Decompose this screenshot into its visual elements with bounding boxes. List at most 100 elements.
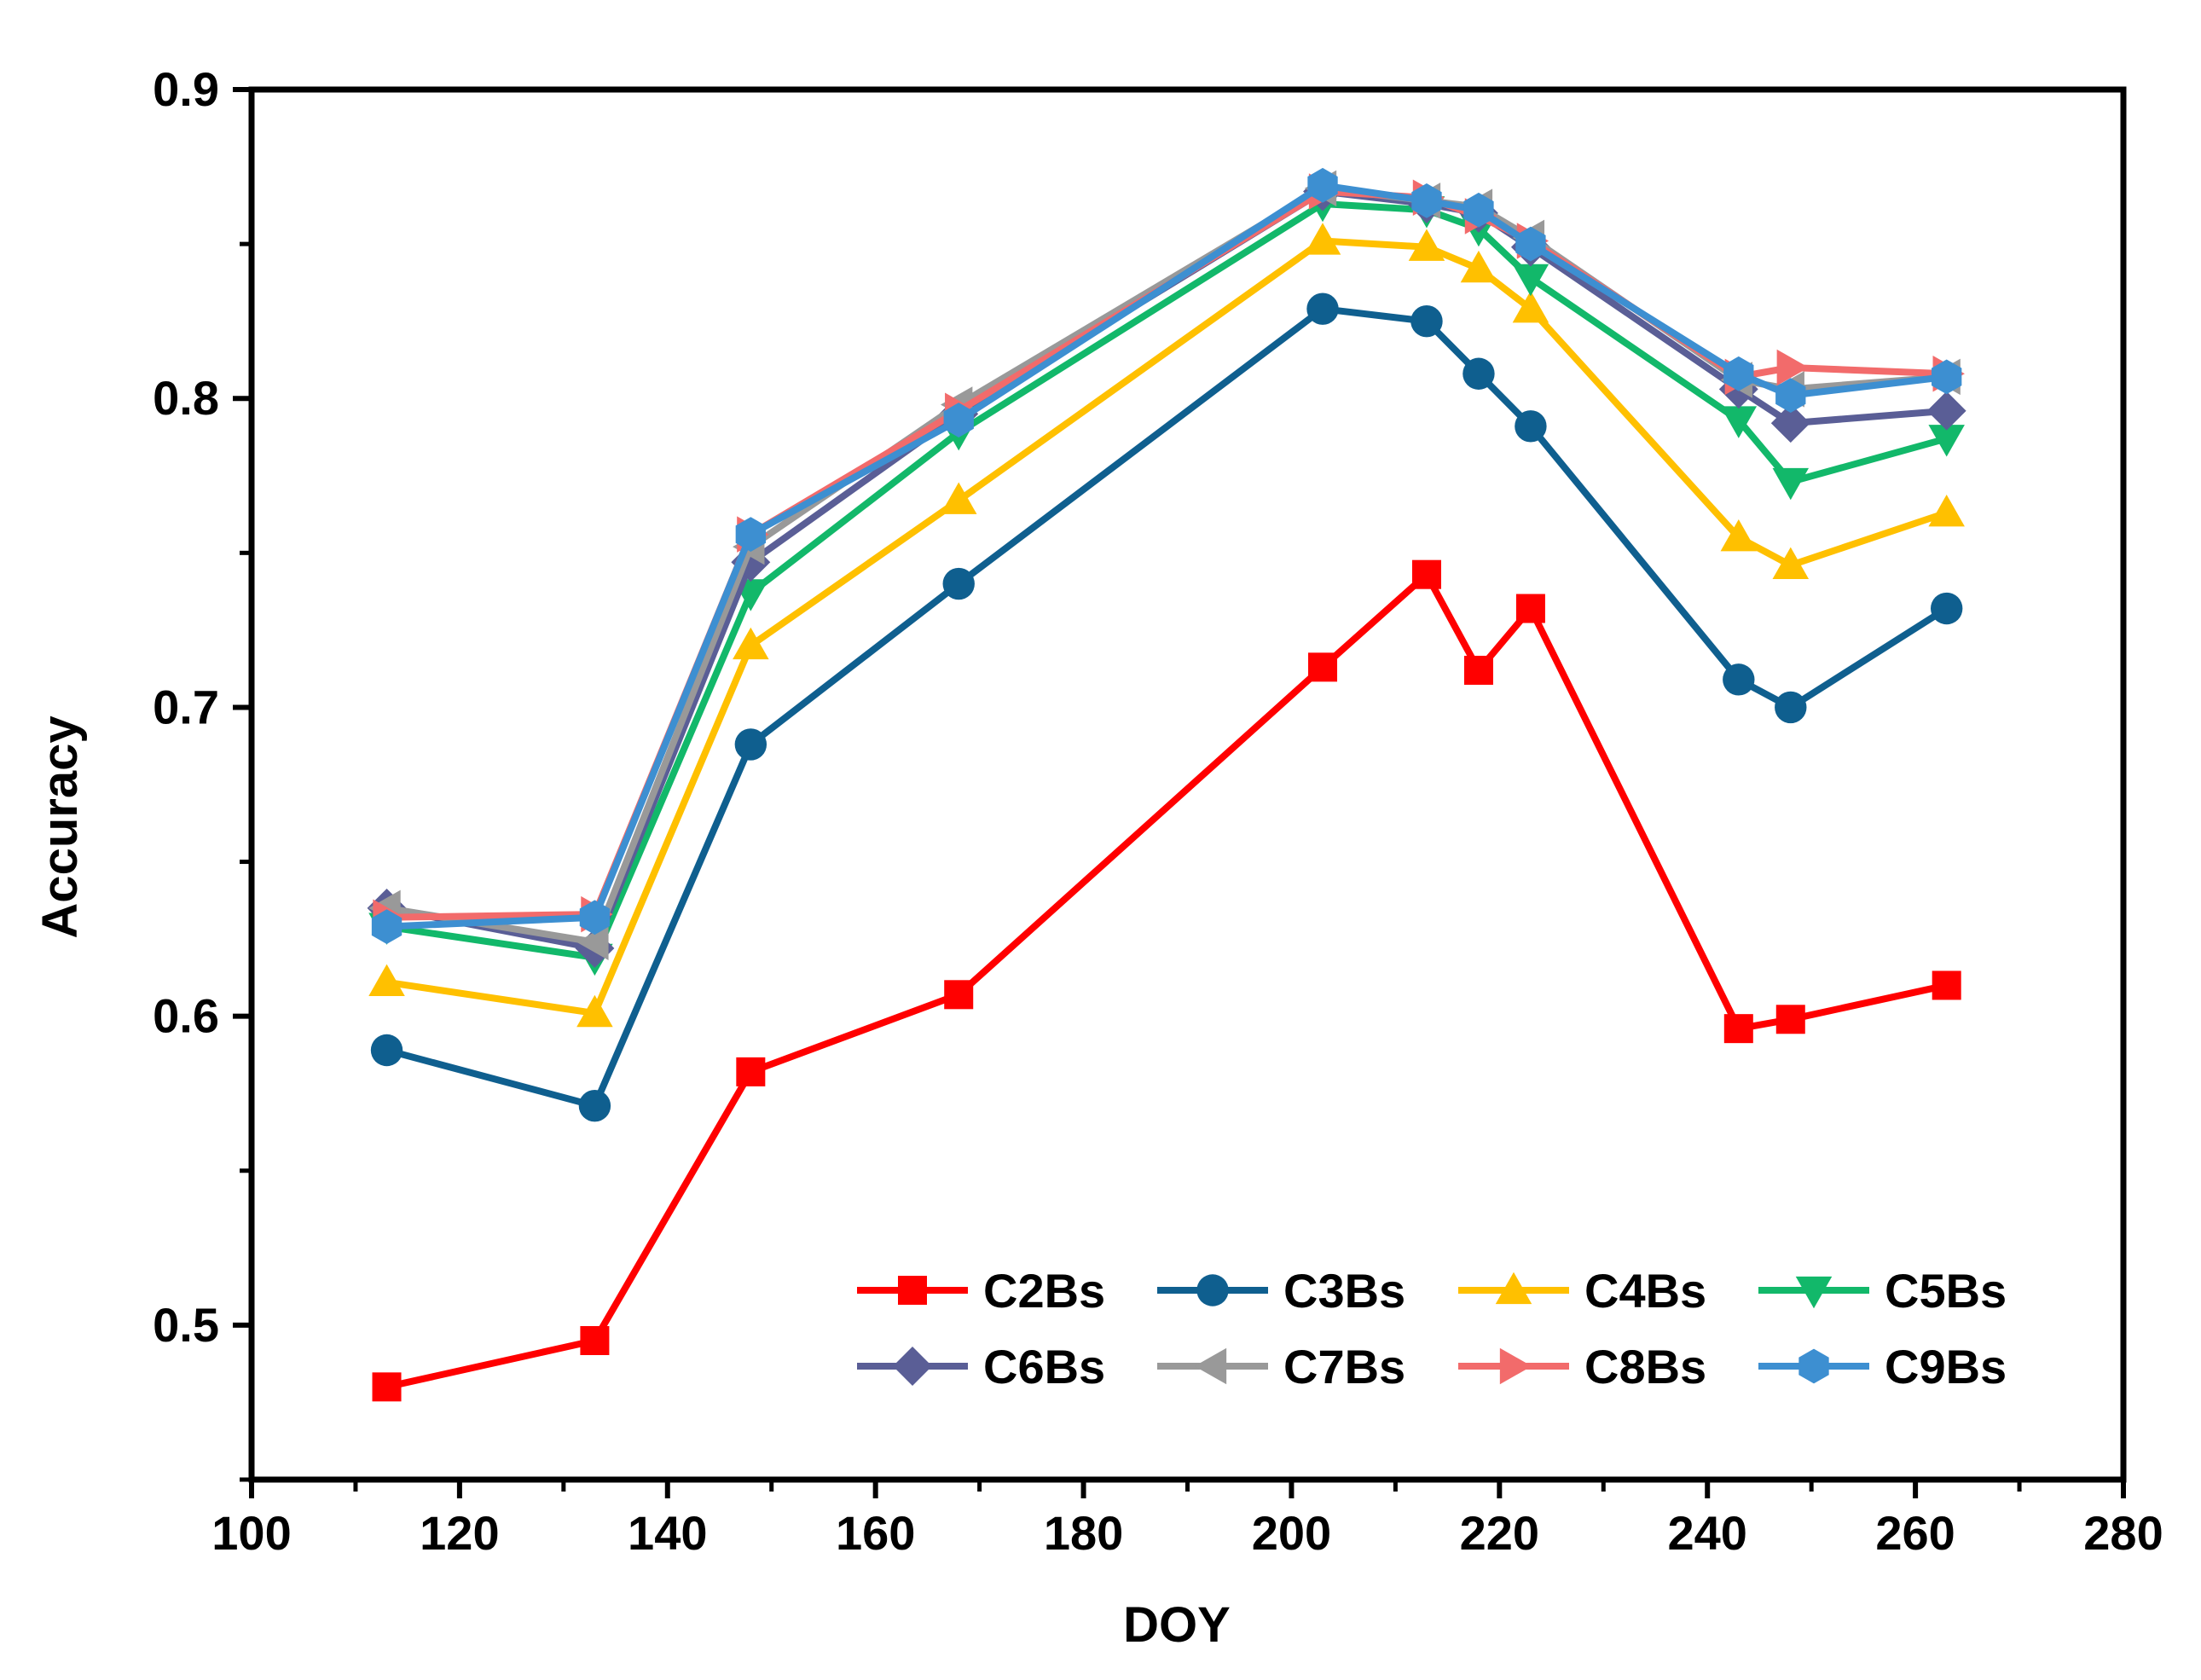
data-point-marker	[368, 964, 405, 996]
data-point-marker	[578, 1090, 611, 1122]
data-point-marker	[1928, 425, 1965, 457]
legend-marker	[1499, 1347, 1532, 1385]
y-tick-label: 0.6	[153, 989, 219, 1043]
data-point-marker	[1304, 223, 1341, 255]
data-point-marker	[1411, 559, 1441, 589]
data-point-marker	[1720, 406, 1758, 438]
data-point-marker	[1408, 229, 1445, 261]
data-point-marker	[1515, 226, 1546, 262]
legend-label: C3Bs	[1283, 1264, 1405, 1318]
data-point-marker	[1512, 290, 1549, 323]
data-point-marker	[1775, 1005, 1805, 1034]
data-point-marker	[1723, 663, 1755, 696]
y-axis-label: Accuracy	[32, 715, 88, 938]
legend-item-C2Bs: C2Bs	[857, 1264, 1105, 1318]
data-point-marker	[940, 482, 977, 514]
data-point-marker	[1772, 547, 1810, 579]
data-point-marker	[942, 567, 975, 600]
legend-marker	[898, 1276, 927, 1305]
legend-item-C3Bs: C3Bs	[1157, 1264, 1405, 1318]
legend-marker	[1798, 1348, 1829, 1384]
data-point-marker	[736, 1057, 766, 1086]
series-C9Bs	[371, 167, 1962, 945]
data-point-marker	[1720, 518, 1758, 552]
data-point-marker	[370, 1034, 403, 1067]
data-point-marker	[1308, 652, 1338, 682]
legend-item-C8Bs: C8Bs	[1458, 1340, 1706, 1393]
y-tick-label: 0.5	[153, 1298, 219, 1352]
data-point-marker	[1932, 970, 1961, 1000]
data-point-marker	[731, 542, 771, 582]
legend-label: C2Bs	[983, 1264, 1105, 1318]
data-point-marker	[1775, 378, 1806, 413]
data-point-marker	[1930, 592, 1963, 625]
data-point-marker	[1515, 410, 1547, 443]
x-tick-label: 240	[1668, 1506, 1747, 1560]
legend-label: C9Bs	[1885, 1340, 2007, 1393]
legend-marker	[1795, 1276, 1833, 1309]
legend: C2Bs C3Bs C4Bs C5Bs C6Bs C7Bs C8Bs C9Bs	[857, 1264, 2007, 1393]
legend-item-C6Bs: C6Bs	[857, 1340, 1105, 1393]
y-tick-label: 0.8	[153, 371, 219, 425]
data-point-marker	[371, 909, 403, 945]
data-point-marker	[1460, 250, 1497, 283]
y-tick-label: 0.7	[153, 680, 219, 733]
data-point-marker	[1411, 183, 1442, 218]
y-tick-label: 0.9	[153, 62, 219, 116]
data-point-marker	[734, 728, 767, 761]
legend-label: C5Bs	[1885, 1264, 2007, 1318]
data-point-marker	[1512, 264, 1549, 297]
legend-item-C4Bs: C4Bs	[1458, 1264, 1706, 1318]
data-point-marker	[1410, 304, 1443, 338]
legend-item-C7Bs: C7Bs	[1157, 1340, 1405, 1393]
series-C2Bs	[372, 559, 1961, 1402]
legend-item-C5Bs: C5Bs	[1758, 1264, 2007, 1318]
data-point-marker	[943, 403, 974, 437]
x-tick-label: 160	[836, 1506, 915, 1560]
data-point-marker	[1723, 356, 1754, 391]
data-point-marker	[735, 517, 767, 552]
x-tick-label: 120	[420, 1506, 499, 1560]
legend-label: C8Bs	[1584, 1340, 1706, 1393]
data-point-marker	[579, 900, 611, 936]
data-point-marker	[944, 980, 974, 1010]
data-point-marker	[1306, 293, 1339, 325]
data-point-marker	[1932, 359, 1962, 395]
data-point-marker	[576, 924, 609, 960]
data-point-marker	[733, 627, 769, 660]
data-point-marker	[1307, 167, 1338, 203]
data-point-marker	[1723, 1014, 1753, 1044]
x-tick-label: 200	[1252, 1506, 1331, 1560]
legend-marker	[893, 1347, 932, 1386]
data-point-marker	[1772, 467, 1810, 501]
data-point-marker	[580, 1326, 610, 1355]
data-point-marker	[1515, 594, 1545, 623]
x-axis-label: DOY	[1123, 1597, 1231, 1653]
x-tick-label: 260	[1875, 1506, 1955, 1560]
legend-marker	[1196, 1274, 1229, 1306]
legend-item-C9Bs: C9Bs	[1758, 1340, 2007, 1393]
x-tick-label: 180	[1044, 1506, 1123, 1560]
data-point-marker	[1928, 494, 1965, 527]
series-C3Bs	[370, 293, 1963, 1122]
data-point-marker	[1926, 391, 1966, 431]
legend-label: C4Bs	[1584, 1264, 1706, 1318]
legend-label: C6Bs	[983, 1340, 1105, 1393]
data-point-marker	[1463, 357, 1495, 390]
x-tick-label: 140	[628, 1506, 707, 1560]
x-tick-label: 100	[211, 1506, 291, 1560]
legend-marker	[1495, 1272, 1532, 1305]
data-point-marker	[1775, 691, 1807, 724]
data-point-marker	[576, 994, 613, 1028]
data-point-marker	[1776, 349, 1810, 386]
data-point-marker	[1770, 403, 1810, 443]
x-tick-label: 220	[1460, 1506, 1539, 1560]
legend-marker	[1194, 1347, 1227, 1385]
x-tick-label: 280	[2083, 1506, 2163, 1560]
legend-label: C7Bs	[1283, 1340, 1405, 1393]
series-C4Bs	[368, 223, 1965, 1028]
data-point-marker	[1463, 192, 1494, 228]
data-point-marker	[1463, 655, 1493, 685]
data-point-marker	[372, 1372, 402, 1402]
